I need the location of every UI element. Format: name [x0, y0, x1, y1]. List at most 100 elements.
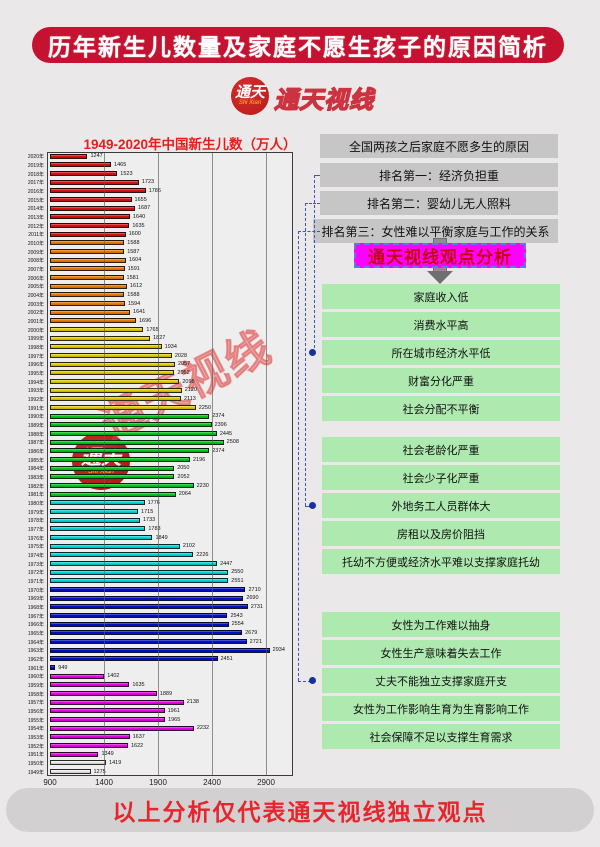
bar-year-label: 1982年 [27, 483, 44, 490]
x-axis-tick-label: 1900 [149, 778, 167, 787]
bar [50, 300, 125, 307]
bar-value-label: 1635 [132, 222, 145, 229]
bar [50, 768, 91, 775]
bar-year-label: 1992年 [27, 397, 44, 404]
bar-year-label: 2010年 [27, 241, 44, 248]
bar-value-label: 1723 [141, 179, 155, 186]
bar-value-label: 1612 [129, 283, 143, 290]
reason-item: 外地务工人员群体大 [322, 493, 560, 518]
connector-line [314, 175, 320, 176]
bar-year-label: 1986年 [27, 449, 44, 456]
bar-year-label: 2005年 [27, 284, 44, 291]
bar-year-label: 2006年 [27, 275, 44, 282]
bar [50, 569, 229, 575]
connector-dot-icon [309, 349, 316, 356]
bar-value-label: 2550 [231, 569, 244, 576]
bar-year-label: 1984年 [27, 466, 44, 473]
bar-value-label: 2120 [184, 387, 197, 394]
bar-value-label: 1961 [167, 707, 180, 714]
bar-value-label: 1640 [132, 213, 146, 220]
bar [50, 716, 166, 723]
bar-value-label: 1402 [107, 673, 120, 680]
footer-text: 以上分析仅代表通天视线独立观点 [112, 799, 488, 825]
bar [50, 552, 194, 558]
bar-year-label: 2007年 [27, 267, 44, 274]
bar [50, 188, 146, 194]
bar [50, 266, 125, 272]
bar [50, 170, 118, 177]
bar-year-label: 2016年 [27, 189, 44, 196]
bar-value-label: 2226 [196, 551, 209, 558]
bar-value-label: 1465 [114, 161, 127, 168]
bar-year-label: 1997年 [27, 353, 44, 360]
bar-year-label: 1970年 [27, 587, 44, 594]
bar-value-label: 2196 [192, 456, 206, 463]
bar-value-label: 1637 [132, 733, 145, 740]
bar-value-label: 1889 [159, 690, 173, 697]
brand-logo-icon: 通天 Shi Xian [231, 77, 269, 115]
bar-year-label: 2019年 [27, 163, 44, 170]
x-axis-tick-label: 1400 [95, 778, 113, 787]
bar-year-label: 1988年 [27, 431, 44, 438]
chart-gridline [212, 153, 213, 775]
bar-value-label: 2690 [246, 595, 259, 602]
bar-year-label: 1960年 [27, 674, 44, 681]
bar [50, 586, 246, 593]
bar [50, 734, 130, 740]
bar-year-label: 1999年 [27, 336, 44, 343]
bar [50, 179, 139, 185]
page-title: 历年新生儿数量及家庭不愿生孩子的原因简析 [48, 34, 548, 60]
bar-year-label: 1967年 [27, 613, 44, 620]
reason-item: 房租以及房价阻挡 [322, 521, 560, 546]
bar [50, 196, 132, 203]
bar-value-label: 2028 [174, 352, 188, 359]
bar [50, 335, 151, 341]
bar-value-label: 2064 [178, 491, 191, 498]
bar-year-label: 2000年 [27, 327, 44, 334]
bar-year-label: 1957年 [27, 700, 44, 707]
bar [50, 534, 153, 541]
reason-item: 女性为工作影响生育为生育影响工作 [322, 696, 560, 721]
bar-value-label: 1965 [168, 716, 181, 723]
bar-value-label: 1783 [148, 525, 161, 532]
bar [50, 222, 130, 229]
bar [50, 283, 127, 289]
panel-header: 全国两孩之后家庭不愿多生的原因 [320, 134, 558, 158]
reason-item: 财富分化严重 [322, 368, 560, 393]
bar-year-label: 1995年 [27, 371, 44, 378]
bar-value-label: 2551 [231, 577, 244, 584]
bar-value-label: 2138 [186, 699, 199, 706]
bar-year-label: 1971年 [27, 579, 44, 586]
connector-line [305, 203, 320, 204]
bar [50, 543, 180, 549]
reason-item: 女性为工作难以抽身 [322, 612, 560, 637]
bar [50, 699, 184, 705]
bar-year-label: 1998年 [27, 345, 44, 352]
bar [50, 673, 105, 679]
bar-year-label: 1954年 [27, 726, 44, 733]
bar [50, 448, 210, 454]
bar [50, 413, 210, 419]
bar-value-label: 2710 [248, 586, 261, 593]
bar-value-label: 1765 [146, 326, 159, 333]
bar-value-label: 2374 [212, 413, 225, 420]
bar-value-label: 2396 [214, 421, 227, 428]
bar [50, 630, 243, 636]
reason-item: 所在城市经济水平低 [322, 340, 560, 365]
bar-value-label: 1641 [133, 309, 146, 316]
bar [50, 231, 126, 237]
bar-value-label: 1655 [134, 196, 147, 203]
bar [50, 664, 56, 671]
bar-year-label: 1962年 [27, 657, 44, 664]
bar [50, 439, 224, 445]
bar-value-label: 1687 [137, 205, 151, 212]
bar [50, 404, 196, 411]
bar [50, 526, 146, 532]
bar-year-label: 2014年 [27, 206, 44, 213]
bar-year-label: 1965年 [27, 631, 44, 638]
connector-dot-icon [309, 677, 316, 684]
bar [50, 153, 88, 159]
bar-year-label: 1979年 [27, 509, 44, 516]
x-axis-tick-label: 2900 [257, 778, 275, 787]
